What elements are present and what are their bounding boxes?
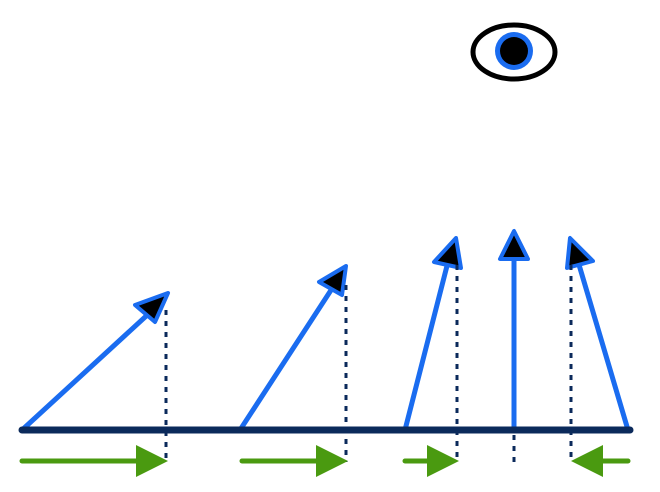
vector-3 <box>402 236 463 433</box>
eye-icon <box>470 22 558 82</box>
vector-1 <box>19 291 170 433</box>
vector-4 <box>498 229 530 433</box>
vector-1-shaft <box>19 304 159 433</box>
projection-arrow-5 <box>571 445 631 477</box>
vector-2-arrowhead <box>317 264 348 297</box>
vector-1-arrowhead <box>133 291 170 324</box>
projection-arrows <box>19 445 631 477</box>
projection-arrow-2 <box>239 445 348 477</box>
vector-5-shaft <box>574 255 631 433</box>
vector-2 <box>237 264 348 433</box>
vector-3-shaft <box>402 255 452 433</box>
vector-3-arrowhead <box>432 236 463 270</box>
projection-arrow-3 <box>402 445 459 477</box>
eye-pupil <box>500 37 528 65</box>
vector-4-arrowhead <box>498 229 530 261</box>
vector-5-arrowhead <box>565 236 595 270</box>
projection-arrow-1 <box>19 445 168 477</box>
vector-2-shaft <box>237 281 338 433</box>
vectors-group <box>19 229 631 433</box>
vector-5 <box>565 236 631 433</box>
